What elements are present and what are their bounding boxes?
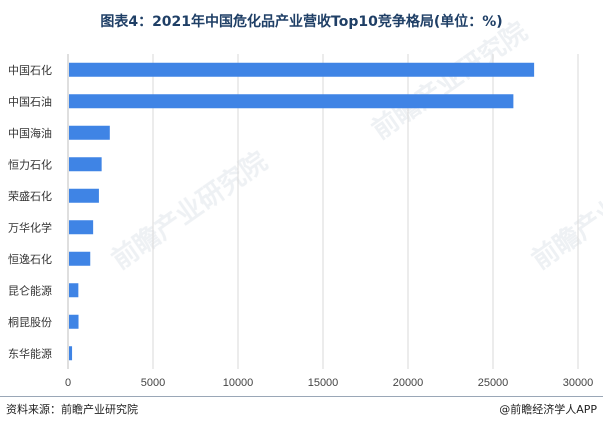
x-tick-label-3: 15000 bbox=[308, 377, 339, 389]
bar-6 bbox=[69, 251, 91, 266]
x-tick-label-0: 0 bbox=[65, 377, 71, 389]
bar-layer bbox=[69, 62, 535, 361]
x-tick-label-4: 20000 bbox=[393, 377, 424, 389]
bar-3 bbox=[69, 157, 102, 172]
bar-0 bbox=[69, 62, 535, 77]
category-label-0: 中国石化 bbox=[8, 63, 52, 77]
x-tick-label-5: 25000 bbox=[478, 377, 509, 389]
category-label-5: 万华化学 bbox=[8, 220, 52, 234]
category-label-4: 荣盛石化 bbox=[8, 189, 52, 203]
bar-5 bbox=[69, 220, 94, 235]
category-label-9: 东华能源 bbox=[8, 346, 52, 360]
bar-9 bbox=[69, 346, 73, 361]
category-label-8: 桐昆股份 bbox=[8, 315, 52, 329]
x-tick-layer: 0 5000 10000 15000 20000 25000 30000 bbox=[65, 377, 593, 389]
category-label-1: 中国石油 bbox=[8, 94, 52, 108]
brand-note: @前瞻经济学人APP bbox=[499, 403, 597, 416]
bar-chart: 中国石化中国石油中国海油恒力石化荣盛石化万华化学恒逸石化昆仑能源桐昆股份东华能源… bbox=[8, 54, 593, 389]
bar-8 bbox=[69, 314, 79, 329]
bar-7 bbox=[69, 283, 79, 298]
category-label-6: 恒逸石化 bbox=[8, 252, 52, 266]
x-tick-label-2: 10000 bbox=[223, 377, 254, 389]
bar-1 bbox=[69, 94, 514, 109]
category-label-7: 昆仑能源 bbox=[8, 283, 52, 297]
chart-title: 图表4：2021年中国危化品产业营收Top10竞争格局(单位：%) bbox=[100, 14, 503, 30]
x-tick-label-6: 30000 bbox=[563, 377, 594, 389]
category-label-2: 中国海油 bbox=[8, 126, 52, 140]
category-label-3: 恒力石化 bbox=[8, 157, 52, 171]
source-note: 资料来源：前瞻产业研究院 bbox=[6, 403, 138, 416]
bar-2 bbox=[69, 125, 110, 140]
bar-4 bbox=[69, 188, 99, 203]
x-tick-label-1: 5000 bbox=[141, 377, 165, 389]
footer-divider bbox=[0, 396, 603, 397]
